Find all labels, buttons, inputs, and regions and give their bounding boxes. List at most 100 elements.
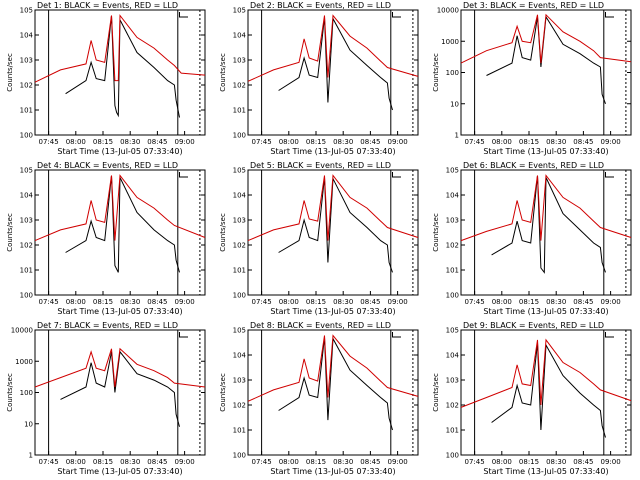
chart-title: Det 9: BLACK = Events, RED = LLD: [463, 321, 604, 330]
x-tick-label: 08:00: [279, 138, 299, 146]
x-tick-label: 08:00: [279, 458, 299, 466]
x-axis-label: Start Time (13-Jul-05 07:33:40): [57, 307, 182, 316]
series-lld-line: [460, 338, 632, 408]
x-tick-label: 08:30: [333, 138, 353, 146]
y-axis-label: Counts/sec: [432, 53, 440, 92]
y-tick-label: 100: [446, 292, 459, 300]
y-axis-label: Counts/sec: [219, 373, 227, 412]
y-tick-label: 100: [446, 69, 459, 77]
plot-frame: [460, 9, 632, 136]
chart-svg: Det 9: BLACK = Events, RED = LLD 100 101 10…: [432, 321, 632, 476]
x-tick-label: 09:00: [175, 298, 195, 306]
chart-svg: Det 7: BLACK = Events, RED = LLD 1 10 100 10…: [6, 321, 206, 476]
chart-svg: Det 3: BLACK = Events, RED = LLD 1 10 100 10…: [432, 1, 632, 156]
x-tick-label: 08:45: [573, 138, 593, 146]
detector-panel-1: Det 1: BLACK = Events, RED = LLD 100 101 10…: [0, 0, 213, 160]
y-tick-label: 101: [446, 267, 459, 275]
chart-title: Det 1: BLACK = Events, RED = LLD: [37, 1, 178, 10]
x-axis-label: Start Time (13-Jul-05 07:33:40): [483, 307, 608, 316]
x-tick-label: 08:45: [147, 138, 167, 146]
series-events-line: [278, 176, 393, 273]
series-events-line: [491, 175, 606, 274]
series-events-line: [278, 336, 393, 431]
chart-title: Det 6: BLACK = Events, RED = LLD: [463, 161, 604, 170]
plot-frame: [460, 169, 632, 296]
chart-title: Det 8: BLACK = Events, RED = LLD: [250, 321, 391, 330]
x-axis-label: Start Time (13-Jul-05 07:33:40): [57, 147, 182, 156]
chart-title: Det 5: BLACK = Events, RED = LLD: [250, 161, 391, 170]
end-bracket: [179, 172, 188, 178]
x-tick-label: 09:00: [601, 138, 621, 146]
y-axis-label: Counts/sec: [219, 53, 227, 92]
y-tick-label: 104: [446, 352, 460, 360]
y-tick-label: 101: [20, 267, 33, 275]
y-tick-label: 10000: [437, 7, 459, 15]
x-tick-label: 08:15: [93, 458, 113, 466]
series-lld-line: [34, 14, 206, 83]
series-events-line: [65, 15, 180, 118]
y-tick-label: 101: [233, 427, 246, 435]
x-tick-label: 09:00: [175, 458, 195, 466]
x-tick-label: 08:45: [360, 458, 380, 466]
series-lld-line: [34, 174, 206, 242]
x-tick-label: 09:00: [601, 458, 621, 466]
y-tick-label: 104: [20, 32, 34, 40]
x-tick-label: 08:15: [519, 138, 539, 146]
end-bracket: [605, 12, 614, 18]
x-tick-label: 08:30: [546, 458, 566, 466]
x-tick-label: 08:15: [306, 138, 326, 146]
x-tick-label: 07:45: [252, 458, 272, 466]
x-tick-label: 08:00: [66, 138, 86, 146]
x-tick-label: 07:45: [465, 458, 485, 466]
end-bracket: [179, 332, 188, 338]
y-tick-label: 100: [20, 132, 33, 140]
x-tick-label: 08:15: [519, 298, 539, 306]
chart-title: Det 7: BLACK = Events, RED = LLD: [37, 321, 178, 330]
series-events-line: [60, 350, 180, 427]
x-axis-label: Start Time (13-Jul-05 07:33:40): [270, 307, 395, 316]
end-bracket: [392, 332, 401, 338]
y-axis-label: Counts/sec: [6, 213, 14, 252]
y-tick-label: 104: [233, 192, 247, 200]
series-events-line: [278, 16, 393, 111]
plot-frame: [247, 169, 419, 296]
plot-frame: [247, 9, 419, 136]
x-tick-label: 08:00: [492, 298, 512, 306]
y-tick-label: 1: [29, 452, 33, 460]
x-tick-label: 08:15: [306, 298, 326, 306]
end-bracket: [179, 12, 188, 18]
x-tick-label: 08:30: [120, 458, 140, 466]
y-tick-label: 105: [233, 167, 246, 175]
end-bracket: [392, 172, 401, 178]
x-tick-label: 07:45: [252, 138, 272, 146]
y-tick-label: 1: [455, 132, 459, 140]
x-axis-label: Start Time (13-Jul-05 07:33:40): [483, 147, 608, 156]
x-tick-label: 07:45: [39, 458, 59, 466]
x-axis-label: Start Time (13-Jul-05 07:33:40): [270, 467, 395, 476]
y-tick-label: 100: [233, 132, 246, 140]
y-tick-label: 102: [20, 82, 33, 90]
x-tick-label: 08:30: [333, 458, 353, 466]
y-tick-label: 103: [233, 217, 246, 225]
x-tick-label: 08:30: [333, 298, 353, 306]
y-tick-label: 104: [446, 192, 460, 200]
series-events-line: [491, 343, 606, 438]
y-tick-label: 1000: [441, 38, 459, 46]
y-axis-label: Counts/sec: [6, 373, 14, 412]
detector-panel-3: Det 3: BLACK = Events, RED = LLD 1 10 100 10…: [426, 0, 639, 160]
x-axis-label: Start Time (13-Jul-05 07:33:40): [57, 467, 182, 476]
y-tick-label: 105: [20, 7, 33, 15]
x-tick-label: 08:30: [546, 298, 566, 306]
series-lld-line: [34, 347, 206, 388]
x-tick-label: 08:00: [66, 298, 86, 306]
x-tick-label: 09:00: [388, 458, 408, 466]
y-tick-label: 10: [24, 420, 33, 428]
x-tick-label: 08:30: [546, 138, 566, 146]
y-tick-label: 104: [20, 192, 34, 200]
chart-svg: Det 8: BLACK = Events, RED = LLD 100 101 10…: [219, 321, 419, 476]
detector-panel-9: Det 9: BLACK = Events, RED = LLD 100 101 10…: [426, 320, 639, 480]
y-tick-label: 102: [233, 82, 246, 90]
y-tick-label: 100: [446, 452, 459, 460]
x-tick-label: 09:00: [388, 138, 408, 146]
